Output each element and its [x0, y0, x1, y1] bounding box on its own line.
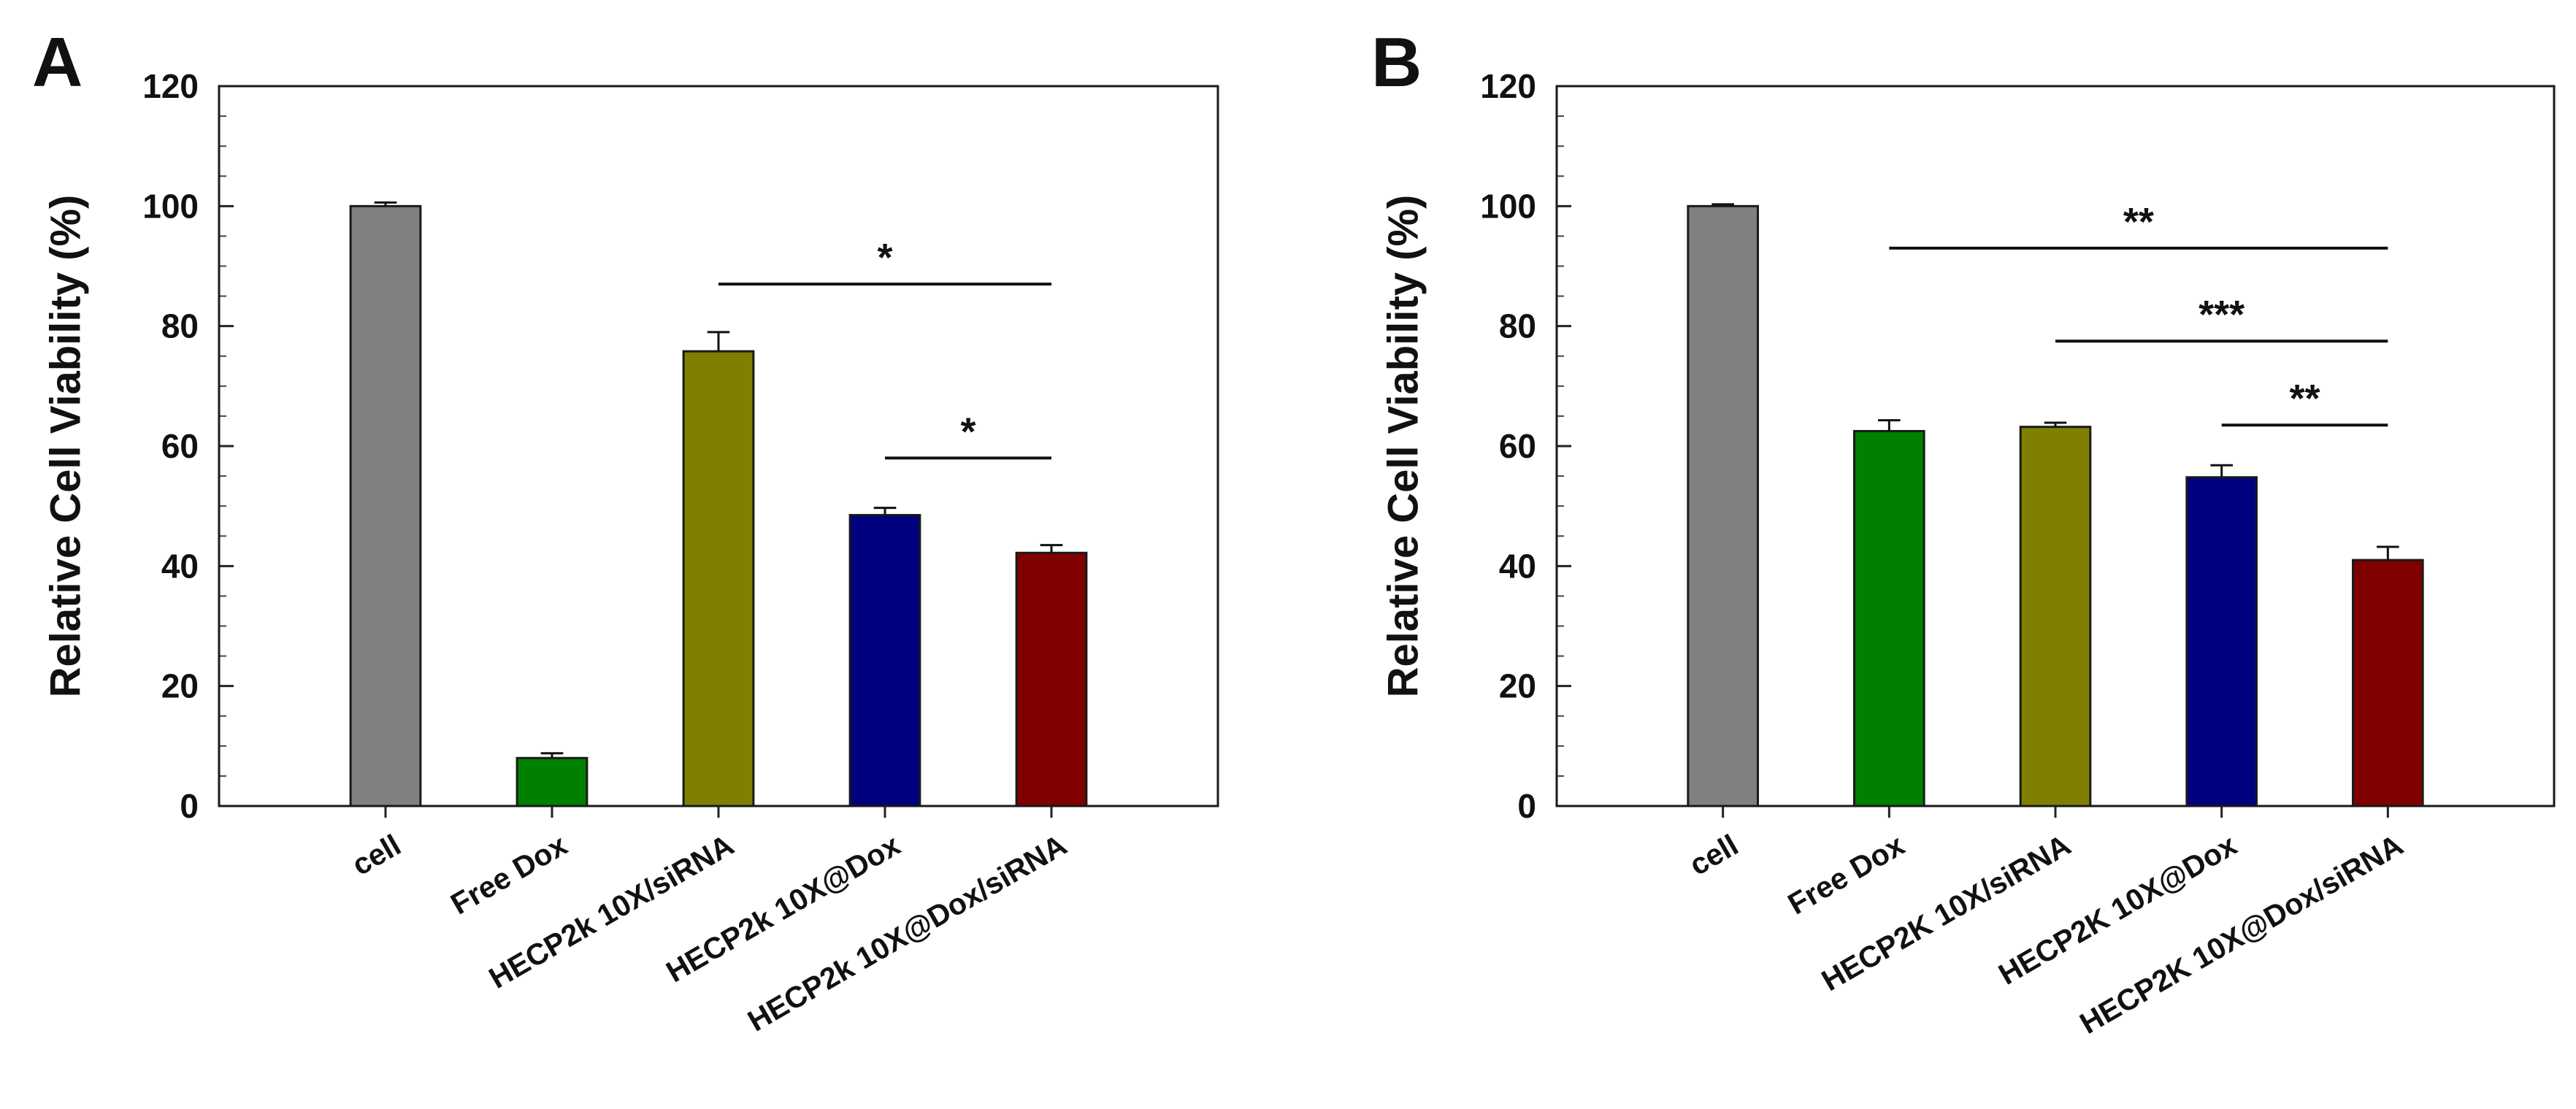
y-axis-label: Relative Cell Viability (%) — [42, 195, 90, 698]
bar — [2185, 476, 2258, 807]
x-tick-label: cell — [346, 828, 406, 882]
y-tick-label: 120 — [1480, 67, 1536, 105]
x-tick-label: Free Dox — [1782, 828, 1910, 921]
chart-panel-b: B Relative Cell Viability (%) 0 20 40 60 80 100… — [1371, 23, 2556, 1040]
x-tick-label: HECP2k 10X@Dox/siRNA — [742, 828, 1072, 1038]
y-tick-label: 40 — [1499, 547, 1536, 585]
y-axis-label: Relative Cell Viability (%) — [1380, 195, 1427, 698]
x-tick-label: HECP2K 10X@Dox/siRNA — [2074, 828, 2409, 1040]
y-tick-label: 40 — [161, 547, 199, 585]
y-tick-label: 60 — [161, 427, 199, 465]
panel-label: B — [1371, 23, 1422, 101]
bar — [2352, 559, 2424, 807]
bar — [1853, 429, 1925, 807]
plot-frame — [218, 85, 1219, 807]
y-tick-label: 0 — [1517, 787, 1536, 825]
bar — [2019, 426, 2092, 807]
chart-panel-a: A Relative Cell Viability (%) 0 20 40 60 80 100… — [32, 23, 1219, 1038]
y-tick-label: 0 — [180, 787, 199, 825]
y-tick-label: 80 — [161, 307, 199, 345]
y-tick-label: 80 — [1499, 307, 1536, 345]
significance-label: *** — [2199, 293, 2245, 337]
y-tick-label: 60 — [1499, 427, 1536, 465]
bar — [349, 204, 422, 807]
bar — [848, 513, 921, 807]
bar — [1015, 551, 1088, 807]
plot-frame — [1555, 85, 2556, 807]
significance-label: ** — [2289, 377, 2320, 421]
x-tick-label: cell — [1684, 828, 1744, 882]
y-tick-label: 100 — [1480, 187, 1536, 225]
panel-label: A — [32, 23, 83, 101]
bar — [515, 756, 589, 807]
y-tick-label: 20 — [161, 667, 199, 705]
y-tick-label: 20 — [1499, 667, 1536, 705]
significance-label: * — [877, 236, 892, 280]
bar — [682, 350, 755, 807]
y-tick-label: 120 — [142, 67, 199, 105]
significance-label: ** — [2123, 200, 2154, 244]
y-tick-label: 100 — [142, 187, 199, 225]
bar — [1687, 204, 1759, 807]
x-tick-label: Free Dox — [445, 828, 573, 921]
significance-label: * — [960, 410, 975, 453]
